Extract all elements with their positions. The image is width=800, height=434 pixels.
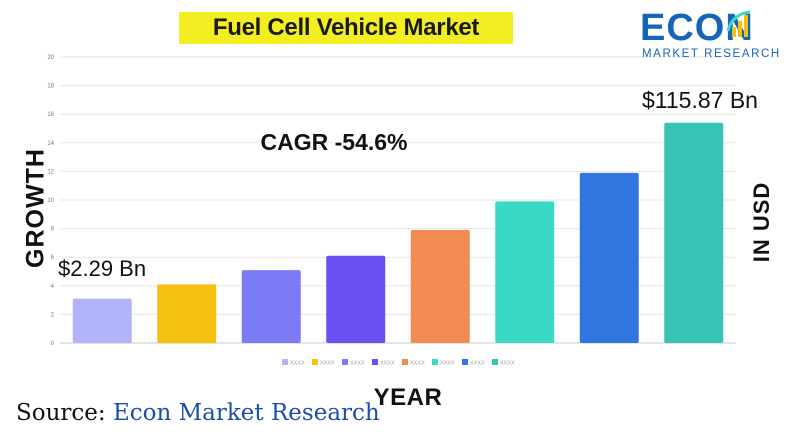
y-tick-label: 18	[47, 84, 54, 90]
y-tick-label: 10	[47, 198, 54, 204]
legend-label: XXXX	[320, 361, 335, 367]
legend-label: XXXX	[350, 361, 365, 367]
legend-item: XXXX	[492, 359, 515, 367]
start-value-annotation: $2.29 Bn	[58, 256, 147, 281]
bar	[495, 201, 555, 343]
chart-title-box: Fuel Cell Vehicle Market	[179, 12, 513, 44]
legend-swatch	[372, 359, 378, 365]
bar	[157, 284, 217, 343]
legend-item: XXXX	[432, 359, 455, 367]
legend-item: XXXX	[282, 359, 305, 367]
bar	[664, 122, 724, 343]
logo-swirl-icon	[726, 10, 751, 37]
y-tick-label: 4	[51, 284, 55, 290]
legend-swatch	[312, 359, 318, 365]
legend-label: XXXX	[470, 361, 485, 367]
legend-swatch	[402, 359, 408, 365]
legend-swatch	[492, 359, 498, 365]
y-tick-label: 14	[47, 141, 54, 147]
legend-item: XXXX	[402, 359, 425, 367]
bar	[579, 172, 639, 343]
bar	[410, 230, 470, 343]
legend-label: XXXX	[500, 361, 515, 367]
legend-label: XXXX	[410, 361, 425, 367]
legend-label: XXXX	[440, 361, 455, 367]
legend-item: XXXX	[342, 359, 365, 367]
legend-label: XXXX	[290, 361, 305, 367]
logo-tagline: MARKET RESEARCH	[642, 48, 781, 60]
chart-title: Fuel Cell Vehicle Market	[212, 14, 480, 41]
y-tick-label: 12	[47, 169, 54, 175]
y-tick-label: 16	[47, 112, 54, 118]
legend-item: XXXX	[372, 359, 395, 367]
legend-swatch	[342, 359, 348, 365]
legend-item: XXXX	[462, 359, 485, 367]
y-tick-label: 0	[51, 341, 55, 347]
x-axis-label: YEAR	[373, 384, 443, 411]
end-value-annotation: $115.87 Bn	[642, 87, 758, 113]
cagr-annotation: CAGR -54.6%	[260, 129, 408, 155]
y-tick-label: 2	[51, 312, 55, 318]
source-line: Source: Econ Market Research	[16, 400, 380, 426]
y-tick-label: 6	[51, 255, 55, 261]
y-axis-label: GROWTH	[21, 148, 50, 268]
legend-item: XXXX	[312, 359, 335, 367]
legend-swatch	[462, 359, 468, 365]
legend-swatch	[432, 359, 438, 365]
source-label: Source:	[16, 400, 106, 426]
source-value: Econ Market Research	[112, 400, 380, 426]
econ-logo: ECON MARKET RESEARCH	[640, 6, 792, 62]
bar	[241, 270, 301, 343]
y-axis-unit-label: IN USD	[749, 181, 774, 263]
bar	[72, 298, 132, 343]
legend-swatch	[282, 359, 288, 365]
y-tick-label: 20	[47, 55, 54, 61]
bar	[326, 255, 386, 343]
legend-label: XXXX	[380, 361, 395, 367]
y-tick-label: 8	[51, 227, 55, 233]
